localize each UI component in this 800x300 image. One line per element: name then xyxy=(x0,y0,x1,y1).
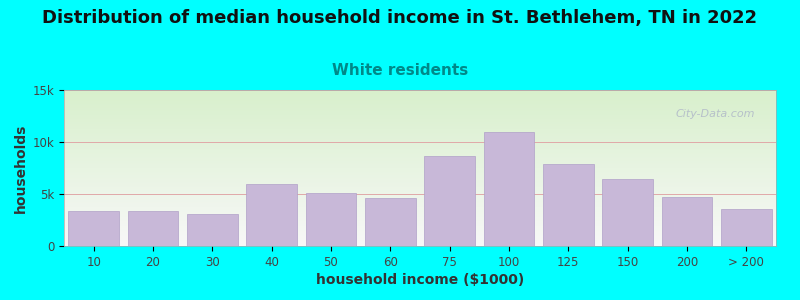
Bar xyxy=(543,164,594,246)
Bar xyxy=(365,198,415,246)
Bar xyxy=(484,132,534,246)
Bar xyxy=(69,211,119,246)
Bar xyxy=(246,184,297,246)
Text: Distribution of median household income in St. Bethlehem, TN in 2022: Distribution of median household income … xyxy=(42,9,758,27)
Bar xyxy=(425,155,475,246)
Bar xyxy=(662,197,712,246)
Bar xyxy=(602,179,653,246)
Bar xyxy=(128,211,178,246)
Y-axis label: households: households xyxy=(14,123,28,213)
Bar xyxy=(306,193,356,246)
Text: White residents: White residents xyxy=(332,63,468,78)
X-axis label: household income ($1000): household income ($1000) xyxy=(316,273,524,287)
Bar xyxy=(187,214,238,246)
Bar xyxy=(721,208,771,246)
Text: City-Data.com: City-Data.com xyxy=(675,109,754,119)
